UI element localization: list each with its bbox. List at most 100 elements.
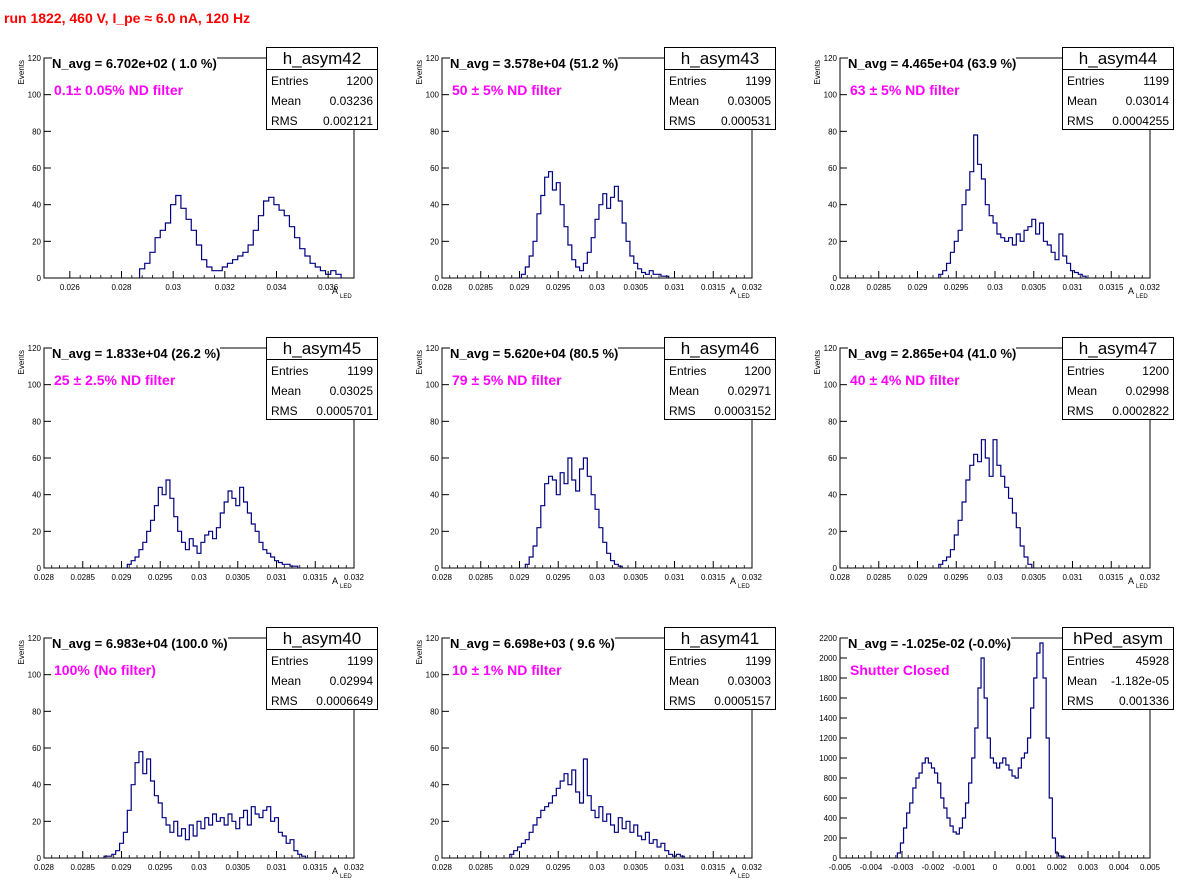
histogram-bin (216, 821, 220, 858)
x-axis-label-sub: LED (1136, 294, 1148, 300)
y-tick-label: 60 (32, 454, 41, 463)
stats-key: Mean (669, 674, 700, 688)
x-tick-label: 0.001 (1016, 863, 1037, 872)
histogram-bin (191, 230, 196, 278)
histogram-bin (171, 205, 176, 278)
y-tick-label-zero: 0 (435, 564, 440, 573)
y-tick-label: 20 (828, 527, 837, 536)
histogram-bin (248, 245, 253, 278)
histogram-bin (1037, 653, 1040, 858)
histogram-bin (978, 164, 982, 278)
histogram-panel-h_asym40: 0.028 0.0285 0.029 0.0295 0.03 0.0305 0.031 0.0… (0, 604, 398, 894)
histogram-svg: 0.028 0.0285 0.029 0.0295 0.03 0.0305 0.031 0.0… (17, 344, 365, 590)
x-tick-label: 0.0315 (303, 573, 328, 582)
x-tick-label: 0.029 (509, 283, 530, 292)
x-tick-label: 0.029 (907, 573, 928, 582)
histogram-bin (1036, 234, 1040, 278)
y-tick-label: 40 (828, 201, 837, 210)
x-tick-label: 0.028 (34, 863, 55, 872)
y-tick-label: 120 (426, 54, 440, 63)
x-tick-label: 0.031 (1062, 573, 1083, 582)
stats-row-rms: RMS 0.0006649 (271, 691, 373, 711)
histogram-bin (259, 818, 263, 858)
y-tick-label: 80 (32, 127, 41, 136)
y-tick-label-zero: 0 (833, 854, 838, 863)
histogram-bin (201, 829, 205, 858)
histogram-panel-h_asym47: 0.028 0.0285 0.029 0.0295 0.03 0.0305 0.031 0.0… (796, 314, 1194, 604)
histogram-outline (103, 751, 307, 858)
y-tick-label: 80 (32, 707, 41, 716)
histogram-bin (935, 773, 938, 858)
y-tick-label: 40 (32, 201, 41, 210)
stats-key: RMS (1067, 114, 1094, 128)
x-tick-label: 0.0315 (303, 863, 328, 872)
stats-key: Entries (1067, 74, 1105, 88)
stats-value: 0.03003 (727, 674, 771, 688)
stats-key: RMS (669, 694, 696, 708)
y-tick-label: 20 (430, 237, 439, 246)
x-tick-label: 0.0285 (867, 283, 892, 292)
stats-value: 1199 (745, 74, 771, 88)
x-axis-label: A (1128, 286, 1134, 296)
y-tick-label: 80 (430, 127, 439, 136)
stats-value: 1200 (346, 74, 373, 88)
y-tick-label: 600 (824, 794, 838, 803)
y-tick-label: 60 (430, 164, 439, 173)
histogram-bin (238, 256, 243, 278)
x-tick-label: 0.0305 (226, 863, 251, 872)
stats-value: 0.02994 (329, 674, 373, 688)
stats-key: Entries (271, 364, 309, 378)
x-tick-label: 0.0295 (148, 573, 173, 582)
x-tick-label: 0.0315 (701, 573, 726, 582)
x-tick-label: 0.029 (509, 863, 530, 872)
histogram-bin (603, 821, 607, 858)
stats-key: Entries (1067, 654, 1105, 668)
y-axis-label: Events (415, 350, 424, 374)
y-tick-label-zero: 0 (435, 274, 440, 283)
stats-box: hPed_asym Entries 45928 Mean -1.182e-05 RMS 0.… (1062, 627, 1174, 710)
histogram-bin (150, 252, 155, 278)
x-axis-label-sub: LED (738, 294, 750, 300)
x-tick-label: 0.0295 (546, 863, 571, 872)
y-tick-label-zero: 0 (37, 854, 42, 863)
y-tick-label: 100 (426, 91, 440, 100)
stats-row-mean: Mean 0.03025 (271, 381, 373, 401)
y-tick-label: 100 (824, 91, 838, 100)
histogram-bin (1028, 738, 1031, 858)
histogram-bin (956, 834, 959, 858)
histogram-bin (165, 223, 170, 278)
histogram-name: h_asym41 (665, 628, 775, 650)
histogram-bin (564, 484, 568, 568)
y-axis-label: Events (813, 60, 822, 84)
stats-value: 0.0004255 (1112, 114, 1169, 128)
x-axis-label-sub: LED (1136, 584, 1148, 590)
stats-box: h_asym42 Entries 1200 Mean 0.03236 RMS 0.00212… (266, 47, 378, 130)
x-tick-label: 0.0315 (1099, 283, 1124, 292)
stats-key: RMS (1067, 694, 1094, 708)
filter-annotation: 100% (No filter) (54, 662, 156, 678)
histogram-name: h_asym44 (1063, 48, 1173, 70)
x-tick-label: 0.032 (344, 863, 365, 872)
stats-row-mean: Mean -1.182e-05 (1067, 671, 1169, 691)
histogram-bin (568, 785, 572, 858)
histogram-bin (247, 825, 251, 858)
stats-key: Mean (271, 94, 302, 108)
x-tick-label: 0.031 (664, 283, 685, 292)
y-axis-label: Events (415, 60, 424, 84)
histogram-bin (264, 201, 269, 278)
histogram-bin (310, 263, 315, 278)
histogram-bin (178, 836, 182, 858)
histogram-outline (896, 642, 1066, 858)
x-tick-label: 0.002 (1047, 863, 1068, 872)
x-axis-label-sub: LED (738, 874, 750, 880)
stats-value: 0.0005157 (714, 694, 771, 708)
x-tick-label: 0.028 (432, 573, 453, 582)
y-tick-label: 60 (430, 744, 439, 753)
histogram-bin (331, 271, 336, 278)
histogram-bin (931, 768, 934, 858)
stats-value: 0.03025 (329, 384, 373, 398)
y-tick-label: 200 (824, 834, 838, 843)
stats-value: 0.02998 (1125, 384, 1169, 398)
histogram-bin (1000, 763, 1003, 858)
y-axis-label: Events (17, 350, 26, 374)
